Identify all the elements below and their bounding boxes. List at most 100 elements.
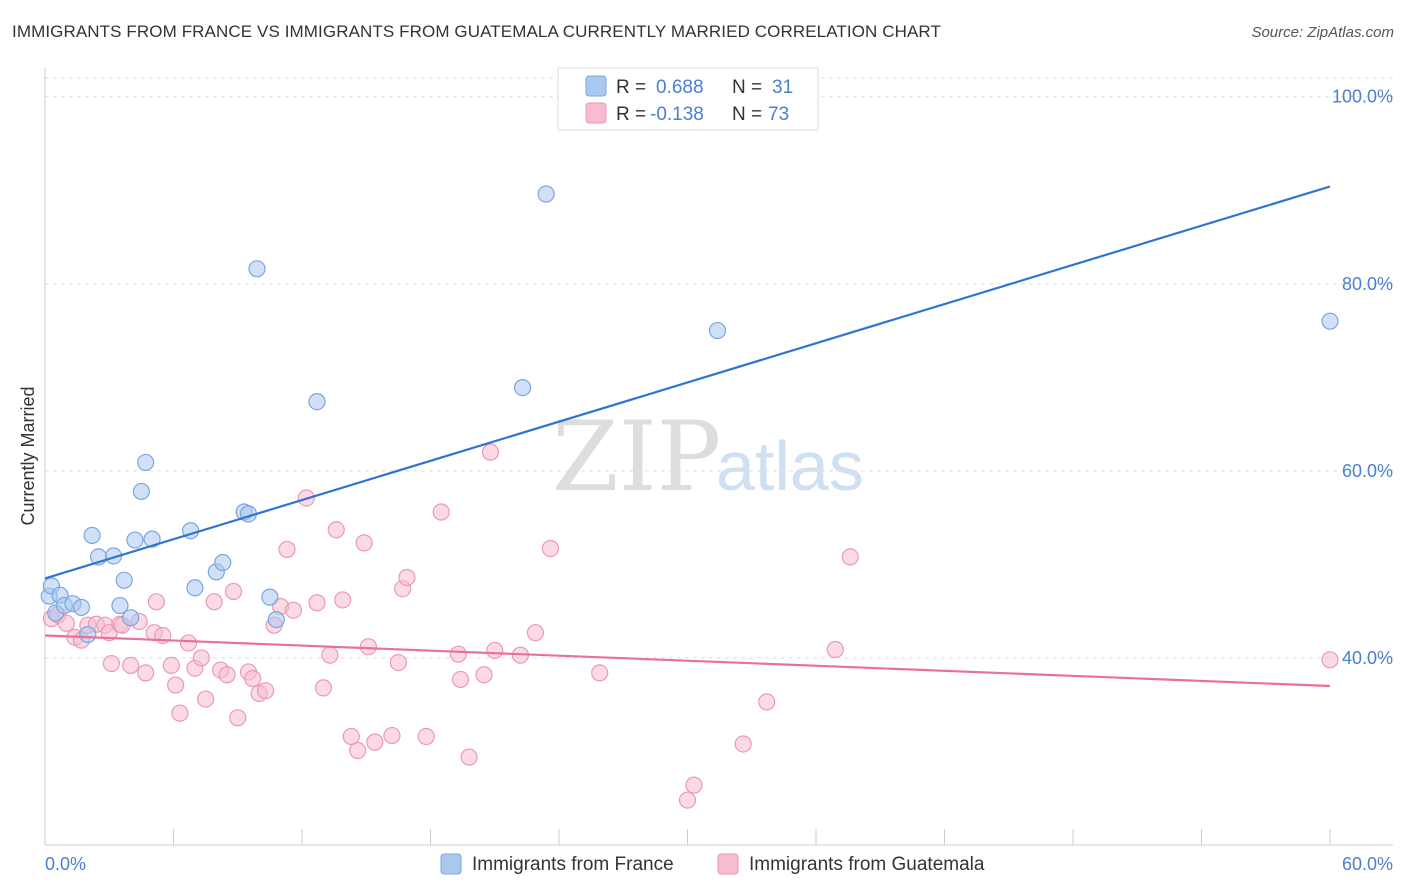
guatemala-point-42 xyxy=(327,521,345,539)
series-legend: Immigrants from France Immigrants from G… xyxy=(440,853,985,875)
guatemala-point-58 xyxy=(475,666,493,684)
france-point-31 xyxy=(1321,312,1339,330)
y-tick-labels: 40.0% 60.0% 80.0% 100.0% xyxy=(1332,87,1393,668)
y-tick-label: 80.0% xyxy=(1342,274,1393,294)
y-tick-label: 60.0% xyxy=(1342,461,1393,481)
chart-title: IMMIGRANTS FROM FRANCE VS IMMIGRANTS FRO… xyxy=(12,22,941,41)
france-point-19 xyxy=(186,579,204,597)
guatemala-point-64 xyxy=(591,664,609,682)
france-point-6 xyxy=(72,598,91,617)
guatemala-point-29 xyxy=(229,709,247,727)
bottom-legend-swatch-france xyxy=(440,853,462,875)
legend-n-value-france: 31 xyxy=(772,77,793,98)
series-france-points xyxy=(40,185,1339,644)
y-tick-label: 100.0% xyxy=(1332,87,1393,107)
france-point-15 xyxy=(132,482,150,501)
guatemala-point-59 xyxy=(481,443,500,461)
guatemala-point-43 xyxy=(334,591,352,609)
guatemala-point-41 xyxy=(321,646,339,664)
legend-r-value-france: 0.688 xyxy=(656,77,704,98)
guatemala-point-66 xyxy=(685,776,703,794)
x-ticks xyxy=(44,829,1393,846)
bottom-legend-swatch-guatemala xyxy=(717,853,739,875)
guatemala-point-68 xyxy=(758,693,776,711)
guatemala-point-36 xyxy=(278,540,296,559)
france-point-14 xyxy=(126,531,144,549)
guatemala-point-31 xyxy=(244,669,262,688)
guatemala-point-63 xyxy=(541,539,560,558)
france-point-25 xyxy=(261,588,279,606)
guatemala-point-23 xyxy=(192,649,210,667)
x-tick-label-right: 60.0% xyxy=(1342,854,1393,874)
france-point-21 xyxy=(214,553,232,572)
guatemala-point-67 xyxy=(734,735,752,753)
france-point-11 xyxy=(111,596,129,615)
guatemala-point-48 xyxy=(366,733,384,751)
france-point-12 xyxy=(115,571,133,589)
trend-line-france xyxy=(44,185,1331,580)
guatemala-point-47 xyxy=(359,638,377,656)
gridlines xyxy=(45,77,1393,659)
watermark-atlas: atlas xyxy=(716,427,864,505)
x-tick-label-left: 0.0% xyxy=(45,854,86,874)
guatemala-point-25 xyxy=(205,593,223,611)
guatemala-point-70 xyxy=(841,548,859,566)
legend-swatch-guatemala xyxy=(585,102,607,124)
guatemala-point-19 xyxy=(167,676,185,694)
france-point-28 xyxy=(513,379,532,397)
guatemala-point-21 xyxy=(179,634,198,652)
guatemala-point-54 xyxy=(432,503,450,521)
france-point-13 xyxy=(122,609,140,627)
guatemala-point-50 xyxy=(389,654,407,672)
watermark-zip: ZIP xyxy=(552,401,721,513)
legend-n-label-guatemala: N = xyxy=(732,104,762,125)
guatemala-point-69 xyxy=(826,640,844,659)
guatemala-point-45 xyxy=(349,741,367,760)
guatemala-point-2 xyxy=(57,614,76,632)
guatemala-point-39 xyxy=(308,594,326,612)
guatemala-point-62 xyxy=(526,624,545,642)
france-point-29 xyxy=(537,185,555,203)
source-label: Source: ZipAtlas.com xyxy=(1251,24,1394,41)
guatemala-point-27 xyxy=(218,666,236,684)
bottom-legend-label-guatemala: Immigrants from Guatemala xyxy=(749,854,985,875)
guatemala-point-60 xyxy=(486,641,504,660)
guatemala-point-14 xyxy=(137,664,155,682)
guatemala-point-56 xyxy=(451,670,470,689)
legend-r-label-france: R = xyxy=(616,77,646,98)
legend-n-value-guatemala: 73 xyxy=(768,104,789,125)
trend-line-guatemala xyxy=(44,634,1331,688)
y-axis-label: Currently Married xyxy=(18,386,38,525)
france-point-16 xyxy=(137,453,155,472)
legend-n-label-france: N = xyxy=(732,77,762,98)
trend-lines xyxy=(44,185,1331,688)
bottom-legend-label-france: Immigrants from France xyxy=(472,854,674,875)
legend-r-value-guatemala: -0.138 xyxy=(650,104,704,125)
france-point-27 xyxy=(308,393,326,411)
guatemala-point-40 xyxy=(314,679,333,697)
france-point-24 xyxy=(248,260,266,278)
guatemala-point-16 xyxy=(147,593,165,611)
guatemala-point-53 xyxy=(417,727,435,746)
guatemala-point-46 xyxy=(355,534,373,552)
france-point-30 xyxy=(708,321,727,340)
guatemala-point-57 xyxy=(460,748,478,766)
guatemala-point-37 xyxy=(284,601,303,619)
guatemala-point-44 xyxy=(342,727,360,746)
guatemala-point-33 xyxy=(256,682,275,700)
guatemala-point-65 xyxy=(678,791,697,809)
guatemala-point-28 xyxy=(224,582,243,601)
france-point-7 xyxy=(79,625,97,644)
france-point-17 xyxy=(143,530,161,548)
guatemala-point-18 xyxy=(162,656,180,675)
y-tick-label: 40.0% xyxy=(1342,648,1393,668)
guatemala-point-49 xyxy=(383,726,401,745)
france-point-26 xyxy=(267,610,285,629)
guatemala-point-20 xyxy=(171,704,189,722)
guatemala-point-12 xyxy=(122,656,140,675)
france-point-8 xyxy=(83,526,101,544)
legend-swatch-france xyxy=(585,75,607,97)
correlation-legend: R = 0.688 N = 31 R = -0.138 N = 73 xyxy=(557,67,819,131)
guatemala-point-55 xyxy=(449,645,467,663)
